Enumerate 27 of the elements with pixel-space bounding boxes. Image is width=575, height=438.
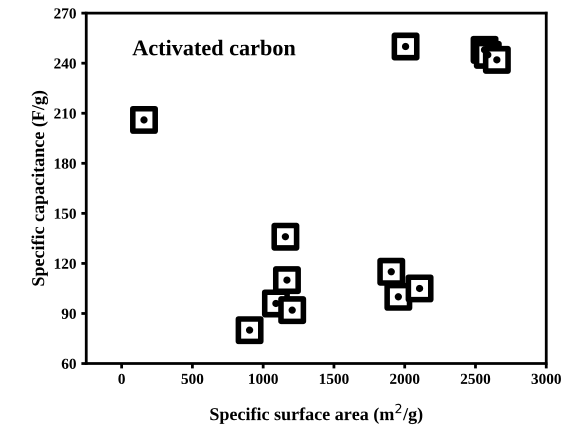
y-tick-label: 210 [54,108,76,119]
x-tick-label: 2500 [460,374,490,384]
x-tick-label: 500 [182,374,204,384]
y-axis-title: Specific capacitance (F/g) [31,90,48,286]
x-tick-label: 1500 [320,374,349,384]
point [377,258,406,286]
point [278,296,306,324]
x-axis-title: Specific surface area (m$^{2}$/g) [210,404,422,424]
y-tick-label: 240 [54,58,76,69]
point [130,106,158,134]
y-tick-label: 60 [62,358,76,369]
y-tick-label: 90 [62,308,76,319]
point [272,266,301,294]
y-tick-label: 150 [54,208,76,219]
point [271,222,300,251]
x-tick-label: 1000 [249,374,278,384]
annotation: Activated carbon [132,40,296,56]
x-tick-label: 2000 [390,374,420,384]
y-tick-label: 120 [54,258,76,269]
x-tick-label: 0 [118,374,125,384]
point [406,274,434,302]
point [482,46,511,74]
y-tick-label: 180 [54,158,76,169]
y-tick-label: 270 [54,8,76,19]
x-tick-label: 3000 [532,374,561,384]
point [236,316,264,344]
point [392,32,420,60]
